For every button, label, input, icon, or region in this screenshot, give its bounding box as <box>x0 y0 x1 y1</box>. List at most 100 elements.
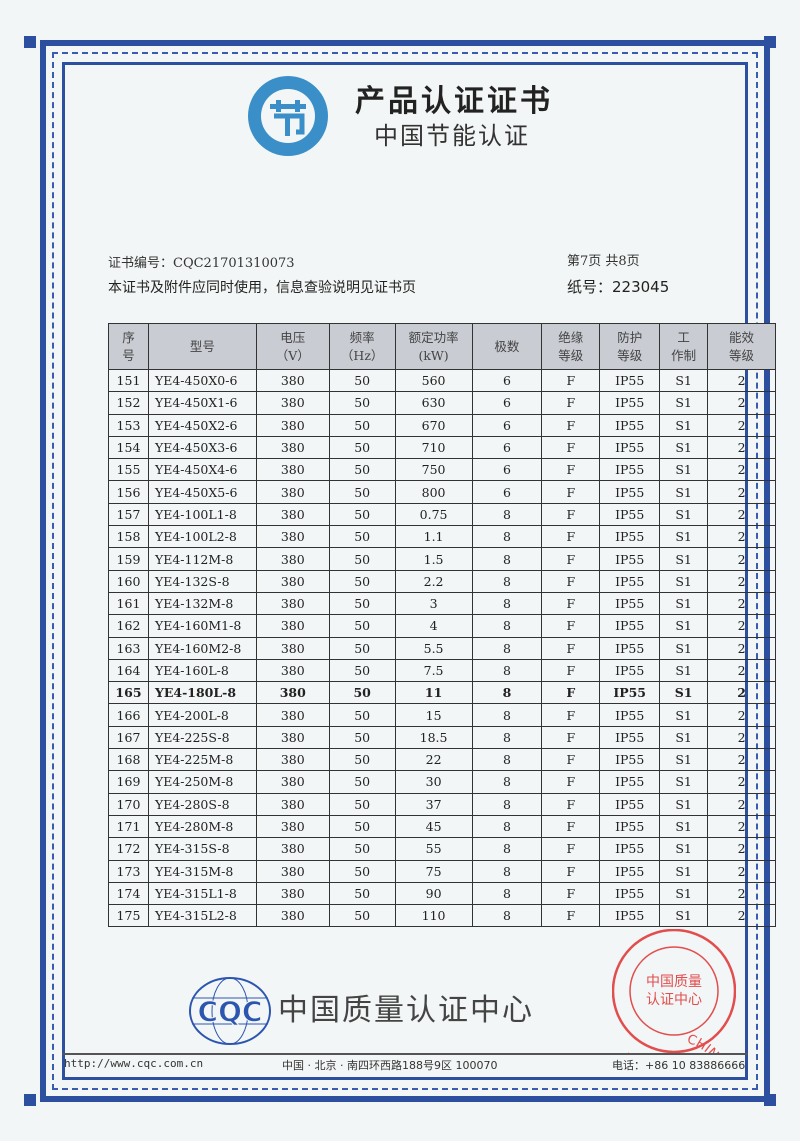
table-cell: 2 <box>707 681 776 705</box>
column-header: 序 号 <box>108 323 149 370</box>
table-cell: 8 <box>471 904 543 928</box>
table-cell: 380 <box>255 681 330 705</box>
page-info: 第7页 共8页 <box>567 254 640 269</box>
table-cell: YE4-100L1-8 <box>147 502 257 527</box>
table-cell: 2 <box>707 725 776 750</box>
table-cell: S1 <box>659 569 709 593</box>
table-cell: 380 <box>255 458 330 482</box>
table-cell: 8 <box>471 502 543 527</box>
table-cell: 6 <box>471 368 543 393</box>
table-row: 153 YE4-450X2-6 380 50 670 6 F IP55 S1 2 <box>108 413 776 437</box>
table-cell: YE4-450X0-6 <box>147 368 257 393</box>
table-cell: 170 <box>108 792 149 816</box>
table-cell: 6 <box>471 480 543 504</box>
table-cell: 90 <box>394 881 473 906</box>
table-cell: F <box>541 748 601 772</box>
table-row: 174 YE4-315L1-8 380 50 90 8 F IP55 S1 2 <box>108 881 776 906</box>
table-cell: 380 <box>255 636 330 660</box>
table-cell: 1.5 <box>394 547 473 571</box>
table-cell: F <box>541 525 601 549</box>
table-cell: 2 <box>707 658 776 683</box>
table-cell: 2 <box>707 569 776 593</box>
table-cell: 380 <box>255 814 330 839</box>
table-cell: 560 <box>394 368 473 393</box>
table-cell: F <box>541 859 601 883</box>
table-cell: 2.2 <box>394 569 473 593</box>
table-cell: 30 <box>394 770 473 794</box>
page-title: 产品认证证书 <box>355 84 553 119</box>
table-cell: F <box>541 837 601 861</box>
table-cell: 50 <box>328 569 396 593</box>
table-cell: IP55 <box>599 458 661 482</box>
table-cell: S1 <box>659 636 709 660</box>
table-cell: 50 <box>328 636 396 660</box>
table-cell: 2 <box>707 435 776 460</box>
table-cell: 2 <box>707 614 776 638</box>
table-cell: 173 <box>108 859 149 883</box>
table-cell: 380 <box>255 904 330 928</box>
table-cell: IP55 <box>599 591 661 616</box>
table-cell: 380 <box>255 748 330 772</box>
table-cell: 2 <box>707 391 776 415</box>
table-cell: 50 <box>328 591 396 616</box>
table-cell: S1 <box>659 525 709 549</box>
table-cell: 175 <box>108 904 149 928</box>
table-cell: 2 <box>707 480 776 504</box>
table-cell: S1 <box>659 748 709 772</box>
table-cell: YE4-160M2-8 <box>147 636 257 660</box>
table-cell: S1 <box>659 502 709 527</box>
table-cell: IP55 <box>599 391 661 415</box>
table-cell: 2 <box>707 368 776 393</box>
table-cell: IP55 <box>599 770 661 794</box>
table-cell: F <box>541 881 601 906</box>
energy-conservation-logo <box>248 76 328 156</box>
table-cell: 8 <box>471 614 543 638</box>
table-cell: 2 <box>707 502 776 527</box>
table-cell: F <box>541 591 601 616</box>
table-row: 161 YE4-132M-8 380 50 3 8 F IP55 S1 2 <box>108 591 776 616</box>
table-cell: IP55 <box>599 614 661 638</box>
table-cell: 11 <box>394 681 473 705</box>
table-cell: 159 <box>108 547 149 571</box>
table-cell: F <box>541 458 601 482</box>
table-cell: YE4-132M-8 <box>147 591 257 616</box>
table-cell: 50 <box>328 547 396 571</box>
table-cell: 154 <box>108 435 149 460</box>
table-cell: 160 <box>108 569 149 593</box>
table-cell: 151 <box>108 368 149 393</box>
table-cell: S1 <box>659 547 709 571</box>
table-cell: S1 <box>659 904 709 928</box>
corner-mark <box>24 36 36 48</box>
table-cell: 50 <box>328 837 396 861</box>
table-cell: F <box>541 413 601 437</box>
table-cell: 174 <box>108 881 149 906</box>
table-cell: 380 <box>255 770 330 794</box>
table-cell: 2 <box>707 525 776 549</box>
table-cell: 168 <box>108 748 149 772</box>
table-cell: 50 <box>328 368 396 393</box>
table-cell: 50 <box>328 703 396 727</box>
table-cell: YE4-315M-8 <box>147 859 257 883</box>
page-subtitle: 中国节能认证 <box>374 122 530 150</box>
footer-divider <box>62 1053 748 1055</box>
table-cell: S1 <box>659 458 709 482</box>
table-row: 167 YE4-225S-8 380 50 18.5 8 F IP55 S1 2 <box>108 725 776 750</box>
table-cell: S1 <box>659 614 709 638</box>
table-cell: 157 <box>108 502 149 527</box>
table-cell: 2 <box>707 792 776 816</box>
table-cell: 6 <box>471 391 543 415</box>
product-table: 序 号型号 电压 （V） 频率 （Hz） 额定功率 (kW) 极数 绝缘 等级 防护 等级工… <box>108 323 776 928</box>
table-cell: 800 <box>394 480 473 504</box>
table-row: 162 YE4-160M1-8 380 50 4 8 F IP55 S1 2 <box>108 614 776 638</box>
table-cell: 8 <box>471 636 543 660</box>
table-row: 163 YE4-160M2-8 380 50 5.5 8 F IP55 S1 2 <box>108 636 776 660</box>
table-cell: S1 <box>659 480 709 504</box>
table-cell: S1 <box>659 435 709 460</box>
table-row: 172 YE4-315S-8 380 50 55 8 F IP55 S1 2 <box>108 837 776 861</box>
footer-url[interactable]: http://www.cqc.com.cn <box>64 1057 204 1070</box>
table-cell: 172 <box>108 837 149 861</box>
table-cell: IP55 <box>599 859 661 883</box>
usage-notice: 本证书及附件应同时使用，信息查验说明见证书页 <box>108 280 416 296</box>
column-header: 额定功率 (kW) <box>394 323 473 370</box>
table-cell: 169 <box>108 770 149 794</box>
